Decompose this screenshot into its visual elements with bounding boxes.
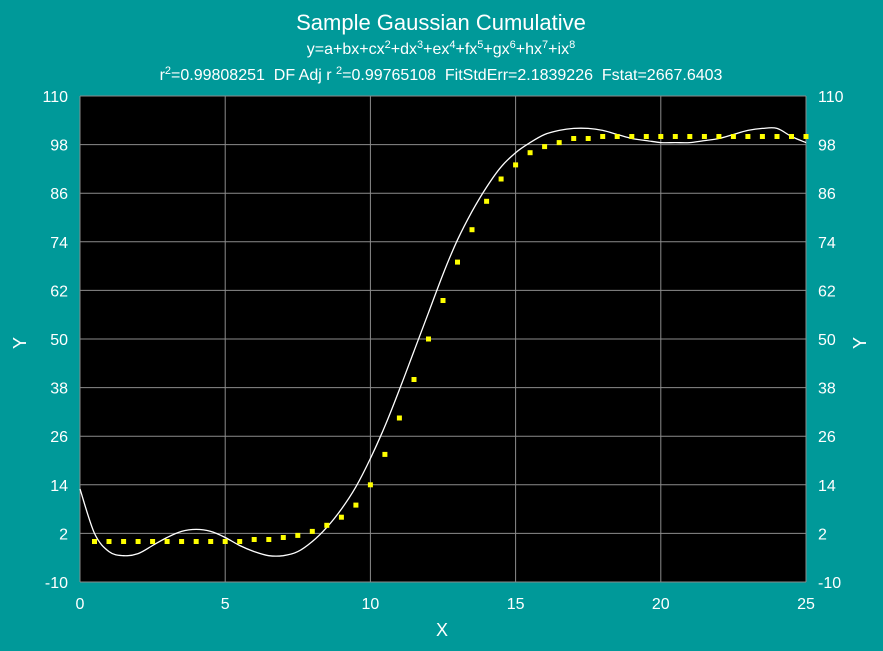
y-tick-label-right: 50: [818, 332, 836, 349]
data-point: [759, 134, 765, 139]
data-point: [324, 522, 330, 528]
fit-statistics: r2=0.99808251 DF Adj r 2=0.99765108 FitS…: [160, 65, 723, 84]
data-point: [338, 514, 344, 520]
data-point: [600, 134, 606, 139]
y-tick-label-left: 38: [50, 381, 68, 398]
data-point: [440, 298, 446, 303]
y-tick-label-left: 50: [50, 332, 68, 349]
data-point: [469, 227, 475, 233]
data-point: [164, 539, 170, 544]
data-point: [672, 134, 678, 139]
x-tick-label: 0: [76, 596, 85, 613]
y-tick-label-right: 38: [818, 381, 836, 398]
data-point: [396, 415, 402, 421]
data-point: [309, 528, 315, 534]
y-tick-label-right: 86: [818, 186, 836, 203]
y-axis-label-left: Y: [10, 337, 30, 349]
x-tick-label: 25: [797, 596, 815, 613]
data-point: [513, 162, 519, 168]
data-point: [527, 150, 533, 156]
x-tick-label: 5: [221, 596, 230, 613]
y-tick-label-left: 98: [50, 138, 68, 155]
y-tick-label-right: 110: [818, 89, 844, 106]
y-tick-label-left: 2: [59, 526, 68, 543]
data-point: [237, 539, 243, 544]
data-point: [367, 482, 373, 488]
y-tick-label-left: -10: [45, 575, 68, 592]
data-point: [426, 336, 431, 342]
y-tick-label-left: 14: [50, 478, 68, 495]
y-tick-label-left: 62: [50, 283, 68, 300]
data-point: [455, 259, 460, 265]
y-tick-label-right: 62: [818, 283, 836, 300]
data-point: [193, 539, 199, 544]
data-point: [716, 134, 722, 139]
data-point: [295, 532, 301, 538]
data-point: [571, 136, 577, 141]
data-point: [556, 140, 562, 146]
y-tick-label-right: 2: [818, 526, 827, 543]
fit-curve-layer: [79, 127, 807, 557]
y-tick-label-left: 26: [50, 429, 68, 446]
fit-curve: [79, 127, 807, 557]
data-point: [411, 377, 417, 382]
x-tick-label: 15: [507, 596, 525, 613]
data-point: [266, 537, 272, 542]
x-axis-label: X: [436, 620, 448, 640]
y-tick-label-right: 26: [818, 429, 836, 446]
y-tick-label-right: -10: [818, 575, 841, 592]
data-point: [542, 144, 548, 150]
data-point: [629, 134, 635, 139]
data-point: [745, 134, 751, 139]
data-points-layer: [92, 134, 809, 544]
data-point: [208, 539, 214, 544]
y-tick-label-left: 74: [50, 235, 68, 252]
grid-lines: [79, 95, 807, 583]
y-tick-label-right: 98: [818, 138, 836, 155]
y-tick-label-right: 14: [818, 478, 836, 495]
x-tick-label: 20: [652, 596, 670, 613]
data-point: [498, 176, 504, 182]
data-point: [687, 134, 693, 139]
data-point: [658, 134, 664, 139]
data-point: [643, 134, 649, 139]
chart-title: Sample Gaussian Cumulative: [296, 10, 586, 35]
data-point: [92, 539, 97, 544]
data-point: [774, 134, 780, 139]
data-point: [222, 539, 228, 544]
data-point: [789, 134, 794, 139]
data-point: [585, 136, 591, 141]
fit-equation: y=a+bx+cx2+dx3+ex4+fx5+gx6+hx7+ix8: [307, 39, 575, 58]
y-tick-label-right: 74: [818, 235, 836, 252]
data-point: [251, 537, 257, 542]
data-point: [484, 198, 490, 204]
data-point: [803, 134, 809, 139]
y-axis-label-right: Y: [850, 337, 870, 349]
axes: -1021426385062748698110-1021426385062748…: [42, 89, 843, 613]
data-point: [280, 535, 286, 540]
data-point: [106, 539, 112, 544]
data-point: [135, 539, 141, 544]
x-tick-label: 10: [362, 596, 380, 613]
y-tick-label-left: 86: [50, 186, 68, 203]
data-point: [382, 451, 388, 457]
y-tick-label-left: 110: [42, 89, 68, 106]
data-point: [730, 134, 736, 139]
data-point: [701, 134, 707, 139]
data-point: [614, 134, 620, 139]
data-point: [121, 539, 127, 544]
data-point: [353, 502, 359, 508]
data-point: [150, 539, 156, 544]
data-point: [179, 539, 185, 544]
